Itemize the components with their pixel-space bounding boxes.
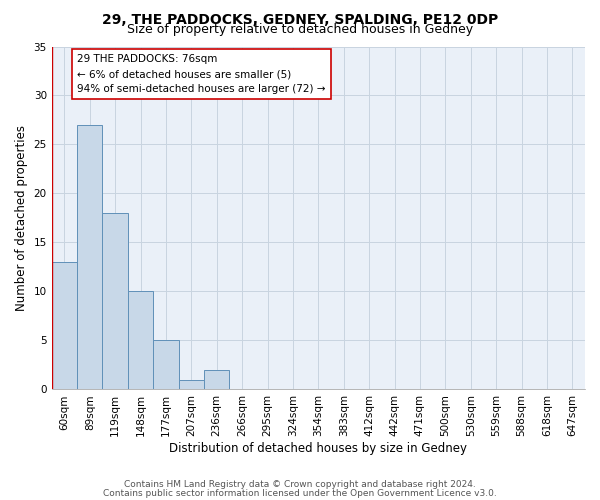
Bar — [77, 125, 103, 390]
Bar — [103, 213, 128, 390]
Text: Size of property relative to detached houses in Gedney: Size of property relative to detached ho… — [127, 22, 473, 36]
Bar — [179, 380, 204, 390]
Bar — [128, 292, 153, 390]
Text: Contains HM Land Registry data © Crown copyright and database right 2024.: Contains HM Land Registry data © Crown c… — [124, 480, 476, 489]
Bar — [204, 370, 229, 390]
Bar — [52, 262, 77, 390]
Text: 29 THE PADDOCKS: 76sqm
← 6% of detached houses are smaller (5)
94% of semi-detac: 29 THE PADDOCKS: 76sqm ← 6% of detached … — [77, 54, 326, 94]
Bar — [153, 340, 179, 390]
Y-axis label: Number of detached properties: Number of detached properties — [15, 125, 28, 311]
Text: 29, THE PADDOCKS, GEDNEY, SPALDING, PE12 0DP: 29, THE PADDOCKS, GEDNEY, SPALDING, PE12… — [102, 12, 498, 26]
Text: Contains public sector information licensed under the Open Government Licence v3: Contains public sector information licen… — [103, 488, 497, 498]
X-axis label: Distribution of detached houses by size in Gedney: Distribution of detached houses by size … — [169, 442, 467, 455]
